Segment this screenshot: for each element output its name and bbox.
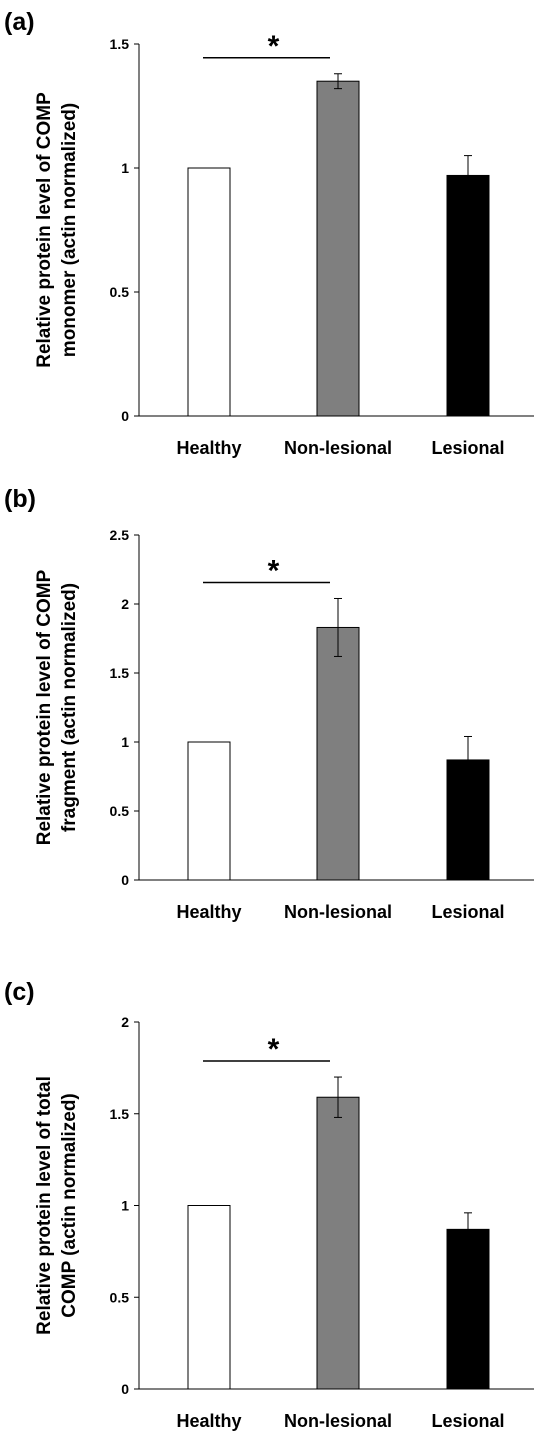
x-tick-label: Healthy bbox=[176, 1411, 241, 1431]
significance-marker: * bbox=[268, 30, 280, 63]
y-tick-label: 1 bbox=[121, 1198, 129, 1214]
bar-non-lesional bbox=[316, 626, 360, 881]
y-tick-label: 0 bbox=[121, 1381, 129, 1397]
y-axis-title-line-1: Relative protein level of total bbox=[34, 1076, 55, 1335]
x-tick-label: Non-lesional bbox=[284, 438, 392, 458]
y-axis-title-line-2: fragment (actin normalized) bbox=[59, 583, 80, 832]
y-tick-label: 0 bbox=[121, 408, 129, 424]
x-tick-label: Non-lesional bbox=[284, 1411, 392, 1431]
y-tick-label: 1 bbox=[121, 734, 129, 750]
y-tick-label: 1 bbox=[121, 160, 129, 176]
bar-healthy bbox=[187, 167, 231, 417]
significance-marker: * bbox=[268, 554, 280, 587]
y-tick-label: 2 bbox=[121, 1014, 129, 1030]
panel-label: (a) bbox=[4, 8, 35, 36]
y-tick-label: 0.5 bbox=[110, 1289, 130, 1305]
panel-label: (b) bbox=[4, 485, 36, 513]
bar-non-lesional bbox=[316, 1096, 360, 1390]
significance-marker: * bbox=[268, 1033, 280, 1066]
bar-lesional bbox=[446, 1228, 490, 1390]
y-tick-label: 1.5 bbox=[110, 1106, 130, 1122]
y-tick-label: 1.5 bbox=[110, 36, 130, 52]
y-tick-label: 0 bbox=[121, 872, 129, 888]
chart-panel-2: (b) Relative protein level of COMP fragmen… bbox=[4, 485, 534, 922]
bar-lesional bbox=[446, 174, 490, 417]
y-axis-title-line-2: COMP (actin normalized) bbox=[59, 1093, 80, 1318]
chart-panel-1: (a) Relative protein level of COMP monomer… bbox=[4, 8, 534, 458]
bar-healthy bbox=[187, 741, 231, 881]
y-tick-label: 2.5 bbox=[110, 527, 130, 543]
x-tick-label: Lesional bbox=[431, 438, 504, 458]
y-tick-label: 0.5 bbox=[110, 803, 130, 819]
y-tick-label: 1.5 bbox=[110, 665, 130, 681]
x-tick-label: Healthy bbox=[176, 438, 241, 458]
x-tick-label: Non-lesional bbox=[284, 902, 392, 922]
y-axis-title-line-1: Relative protein level of COMP bbox=[34, 569, 55, 845]
x-tick-label: Lesional bbox=[431, 902, 504, 922]
y-tick-label: 0.5 bbox=[110, 284, 130, 300]
y-axis-title-line-1: Relative protein level of COMP bbox=[34, 92, 55, 368]
chart-panel-3: (c) Relative protein level of total COMP (… bbox=[4, 978, 534, 1431]
x-tick-label: Lesional bbox=[431, 1411, 504, 1431]
y-axis-title-line-2: monomer (actin normalized) bbox=[59, 103, 80, 357]
bar-non-lesional bbox=[316, 80, 360, 417]
y-tick-label: 2 bbox=[121, 596, 129, 612]
bar-healthy bbox=[187, 1205, 231, 1390]
x-tick-label: Healthy bbox=[176, 902, 241, 922]
panel-label: (c) bbox=[4, 978, 35, 1006]
